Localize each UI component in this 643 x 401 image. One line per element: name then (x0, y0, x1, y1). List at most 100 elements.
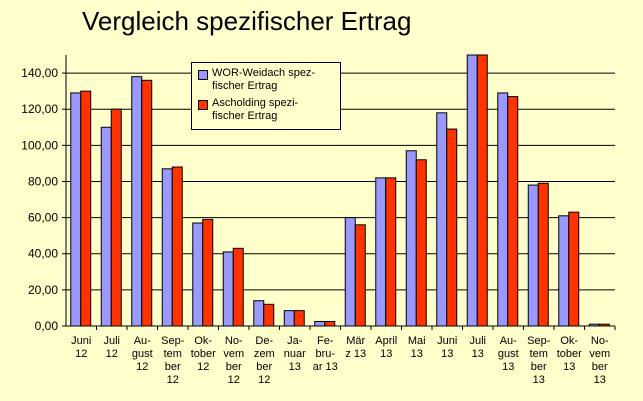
x-tick-label: Ok-tober 13 (557, 335, 582, 373)
bar-ascholding (415, 159, 427, 327)
x-tick-label-line: 13 (502, 361, 514, 373)
bar-ascholding (80, 90, 92, 327)
legend-label-wor: WOR-Weidach spez- fischer Ertrag (212, 67, 316, 92)
x-tick-label-line: Au- (134, 335, 151, 347)
bar-wor (466, 54, 478, 327)
x-tick-label: April 13 (375, 335, 397, 360)
y-tick-label: 0,00 (35, 319, 59, 333)
y-tick-label: 140,00 (21, 66, 58, 80)
bar-wor (314, 320, 326, 327)
x-tick-label-line: Sep- (527, 335, 551, 347)
x-tick-label: Mai 13 (408, 335, 426, 360)
bar-wor (161, 168, 173, 327)
bar-wor (283, 310, 295, 327)
x-tick-label: De-zem ber 12 (254, 335, 275, 386)
y-tick-label: 100,00 (21, 138, 58, 152)
x-tick-label: Sep-tem ber 13 (527, 335, 551, 386)
x-tick-label: Juli 13 (469, 335, 486, 360)
x-tick-label-line: Juni (437, 335, 457, 347)
x-tick-label-line: zem (254, 348, 275, 360)
bar-ascholding (141, 79, 153, 327)
y-tick-label: 60,00 (28, 211, 58, 225)
bar-ascholding (537, 182, 549, 327)
bar-ascholding (598, 323, 610, 327)
x-tick-label-line: ber (165, 361, 181, 373)
bar-wor (527, 184, 539, 327)
x-tick-label-line: Juli (469, 335, 486, 347)
x-tick-label-line: vem (223, 348, 244, 360)
x-tick-label-line: Juni (71, 335, 91, 347)
x-tick-label-line: gust (498, 348, 519, 360)
x-tick-label-line: 12 (106, 348, 118, 360)
x-tick-label-line: 13 (594, 374, 606, 386)
x-tick-label-line: De- (255, 335, 273, 347)
legend: WOR-Weidach spez- fischer Ertrag Aschold… (191, 62, 341, 130)
x-tick-label-line: Sep- (161, 335, 185, 347)
x-tick-label-line: tem (530, 348, 548, 360)
x-tick-label-line: 12 (258, 374, 270, 386)
x-tick-label-line: Juli (103, 335, 120, 347)
y-tick-label: 40,00 (28, 247, 58, 261)
x-tick-label: No-vem ber 12 (223, 335, 244, 386)
bar-wor (222, 251, 234, 327)
x-tick-label-line: Ok- (194, 335, 212, 347)
bar-wor (405, 150, 417, 327)
x-tick-label-line: Mai (408, 335, 426, 347)
y-tick-label: 80,00 (28, 174, 58, 188)
x-tick-label-line: 13 (533, 374, 545, 386)
x-tick-label-line: Fe- (317, 335, 334, 347)
legend-label-ascholding: Ascholding spezi- fischer Ertrag (212, 97, 299, 122)
x-tick-label-line: 13 (563, 361, 575, 373)
x-tick-label-line: ber (592, 361, 608, 373)
bar-wor (253, 300, 265, 327)
x-tick-label-line: 12 (197, 361, 209, 373)
bar-ascholding (476, 54, 488, 327)
x-tick-label-line: No- (591, 335, 609, 347)
bar-wor (192, 222, 204, 327)
x-tick-label-line: nuar (284, 348, 306, 360)
x-tick-label: Au-gust 12 (132, 335, 153, 373)
x-tick-label-line: bru- (315, 348, 335, 360)
x-tick-label-line: 13 (289, 361, 301, 373)
bar-wor (344, 217, 356, 327)
chart-title: Vergleich spezifischer Ertrag (82, 6, 412, 36)
bar-wor (497, 92, 509, 327)
bar-wor (100, 126, 112, 327)
x-tick-label-line: 12 (75, 348, 87, 360)
x-tick-label: Au-gust 13 (498, 335, 519, 373)
x-tick-label-line: ar 13 (313, 361, 338, 373)
x-tick-label-line: tem (164, 348, 182, 360)
x-tick-label-line: No- (225, 335, 243, 347)
bar-wor (70, 92, 82, 327)
x-tick-label-line: tober (191, 348, 216, 360)
x-tick-label: Mär z 13 (345, 335, 366, 360)
x-tick-label: Ok-tober 12 (191, 335, 216, 373)
x-tick-label: Juli 12 (103, 335, 120, 360)
x-tick-label: Fe-bru-ar 13 (313, 335, 338, 373)
x-tick-label-line: tober (557, 348, 582, 360)
x-tick-label: Juni 13 (437, 335, 457, 360)
bar-ascholding (385, 177, 397, 327)
bar-ascholding (507, 96, 519, 327)
bar-ascholding (232, 247, 244, 327)
bar-ascholding (354, 224, 366, 327)
bar-wor (375, 177, 387, 327)
bar-ascholding (110, 108, 122, 327)
x-tick-label-line: ber (226, 361, 242, 373)
x-tick-label-line: Ok- (560, 335, 578, 347)
x-tick-label-line: gust (132, 348, 153, 360)
bar-ascholding (202, 218, 214, 327)
x-tick-label-line: 13 (472, 348, 484, 360)
bar-ascholding (263, 303, 275, 327)
x-tick-label-line: 12 (167, 374, 179, 386)
x-tick-label-line: z 13 (345, 348, 366, 360)
bar-ascholding (568, 211, 580, 327)
bar-ascholding (171, 166, 183, 327)
x-tick-label-line: Au- (500, 335, 517, 347)
x-tick-label: Juni 12 (71, 335, 91, 360)
legend-swatch-wor (198, 70, 208, 80)
x-tick-label-line: Ja- (287, 335, 303, 347)
x-tick-label-line: 12 (136, 361, 148, 373)
